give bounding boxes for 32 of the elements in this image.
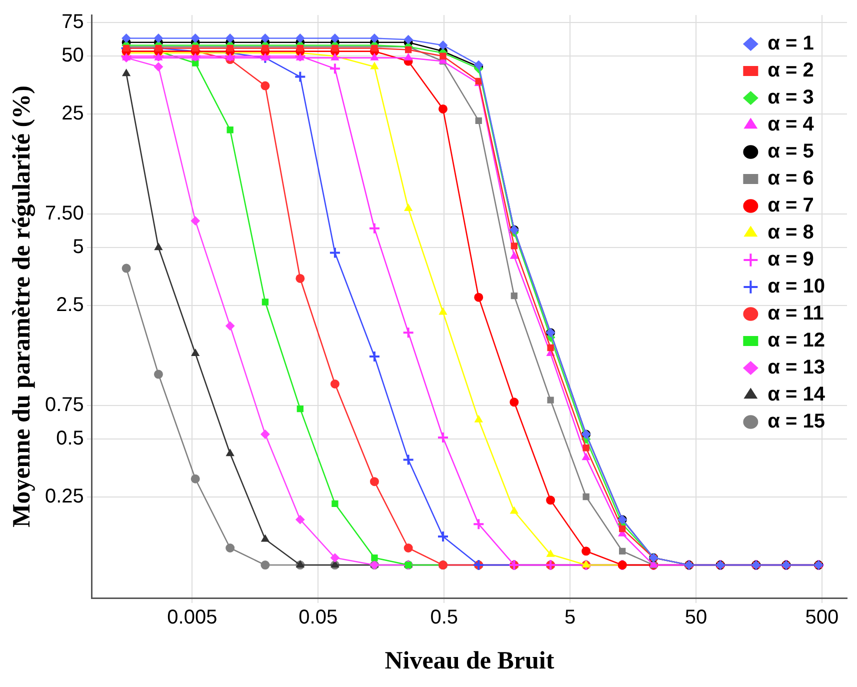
x-tick-label: 500 [805, 606, 839, 629]
legend-label: α = 14 [768, 384, 826, 406]
legend-label: α = 11 [768, 302, 824, 325]
y-tick-label: 75 [62, 10, 84, 33]
y-tick-label: 0.25 [44, 485, 84, 508]
legend-label: α = 3 [768, 86, 814, 109]
legend-label: α = 13 [768, 356, 826, 379]
y-tick-label: 0.75 [44, 394, 84, 416]
legend-label: α = 15 [768, 410, 826, 433]
y-axis-title: Moyenne du paramètre de régularité (%) [8, 86, 36, 528]
legend-label: α = 6 [768, 168, 814, 190]
legend-label: α = 5 [768, 140, 814, 163]
legend-label: α = 4 [768, 114, 815, 136]
y-tick-label: 5 [72, 236, 84, 258]
legend-label: α = 2 [768, 60, 814, 82]
x-tick-label: 0.5 [430, 606, 458, 629]
x-axis-title: Niveau de Bruit [384, 647, 555, 674]
x-tick-label: 0.005 [167, 606, 218, 629]
legend-label: α = 12 [768, 330, 826, 352]
x-tick-label: 50 [684, 606, 708, 629]
legend-label: α = 9 [768, 248, 814, 271]
legend-label: α = 8 [768, 222, 814, 244]
legend-label: α = 1 [768, 32, 814, 55]
x-tick-label: 5 [564, 606, 576, 629]
y-tick-label: 0.5 [56, 428, 84, 450]
y-tick-label: 25 [62, 102, 84, 124]
y-tick-label: 7.50 [44, 202, 84, 224]
legend-label: α = 10 [768, 276, 826, 298]
legend-label: α = 7 [768, 194, 814, 217]
y-tick-label: 50 [62, 44, 84, 67]
x-tick-label: 0.05 [298, 606, 338, 629]
y-tick-label: 2.5 [56, 294, 84, 316]
